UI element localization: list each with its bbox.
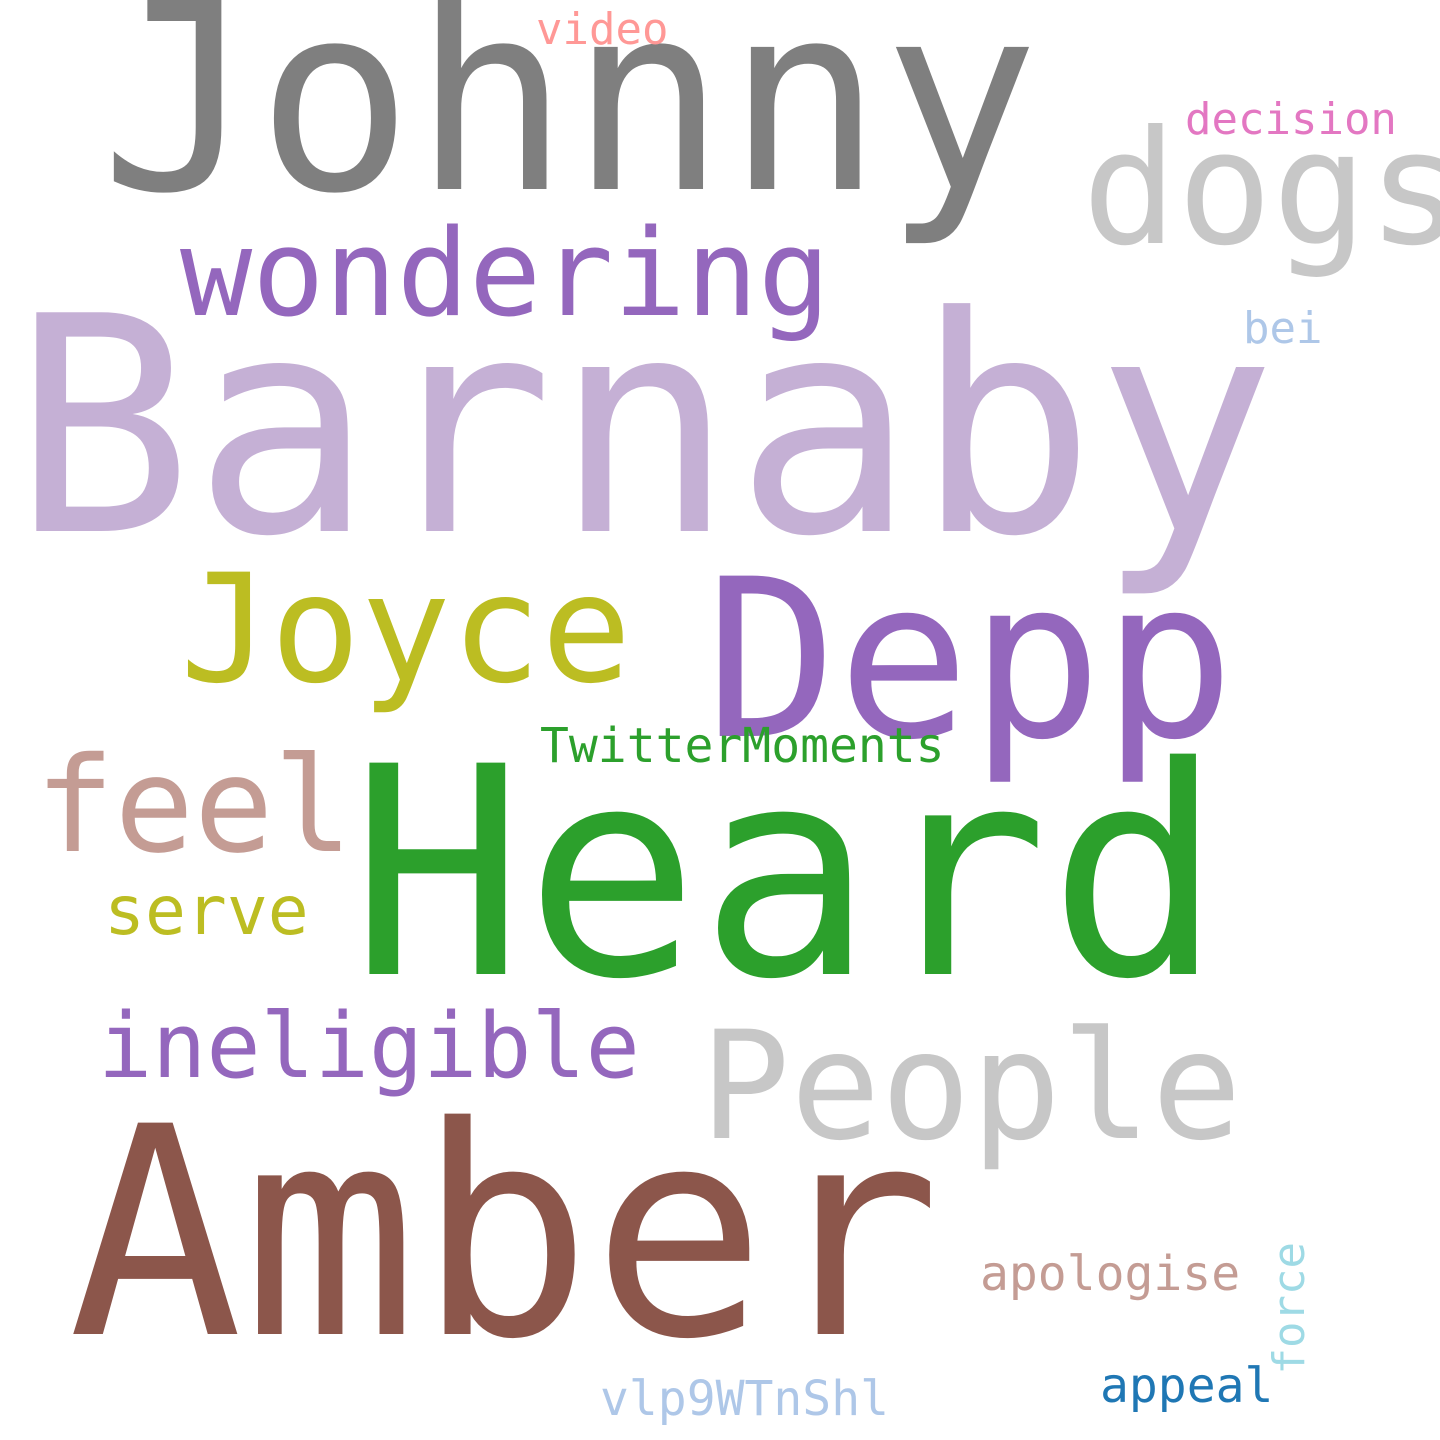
word-apologise: apologise <box>980 1246 1241 1302</box>
word-decision: decision <box>1185 94 1397 145</box>
word-appeal: appeal <box>1100 1358 1274 1414</box>
word-amber: Amber <box>68 1066 941 1403</box>
word-bei: bei <box>1243 303 1323 354</box>
word-force: force <box>1264 1242 1315 1375</box>
word-dogs: dogs <box>1082 97 1440 281</box>
word-heard: Heard <box>350 706 1223 1043</box>
word-feel: feel <box>35 729 353 883</box>
word-twittermoments: TwitterMoments <box>540 718 945 774</box>
word-barnaby: Barnaby <box>12 253 1277 602</box>
word-johnny: Johnny <box>100 0 1040 251</box>
word-video: video <box>536 4 669 55</box>
word-serve: serve <box>104 872 309 951</box>
word-wondering: wondering <box>180 205 831 344</box>
word-joyce: Joyce <box>180 543 632 717</box>
word-depp: Depp <box>705 532 1235 788</box>
word-people: People <box>700 1000 1242 1174</box>
word-ineligible: ineligible <box>98 994 640 1099</box>
word-vlp9wtnshl: vlp9WTnShl <box>600 1371 889 1427</box>
